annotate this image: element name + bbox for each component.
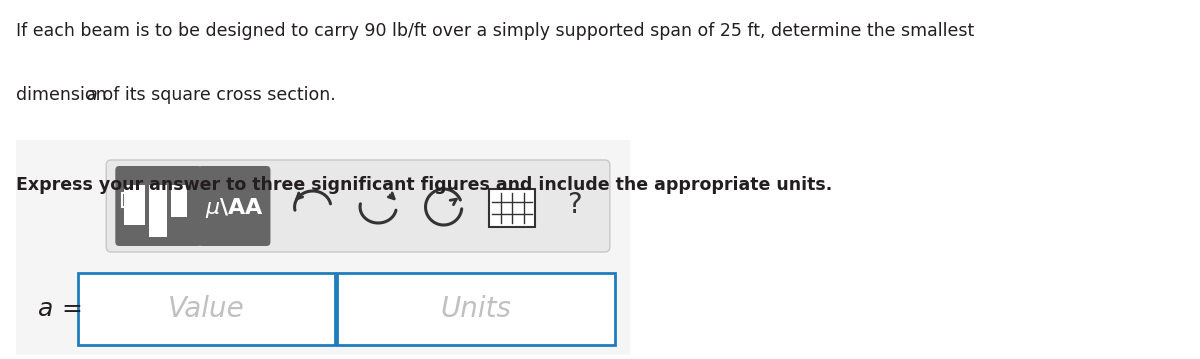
Text: ?: ?	[568, 191, 582, 219]
Bar	[122, 193, 137, 207]
FancyBboxPatch shape	[115, 166, 202, 246]
Bar	[125, 185, 144, 225]
Text: If each beam is to be designed to carry 90 lb/ft over a simply supported span of: If each beam is to be designed to carry …	[16, 22, 974, 39]
Bar	[170, 185, 187, 217]
FancyBboxPatch shape	[13, 138, 632, 357]
Bar	[337, 273, 614, 345]
Text: Value: Value	[168, 295, 245, 323]
Bar	[78, 273, 335, 345]
Text: Express your answer to three significant figures and include the appropriate uni: Express your answer to three significant…	[16, 176, 832, 194]
Text: a: a	[86, 86, 97, 104]
Text: a: a	[37, 297, 53, 321]
FancyBboxPatch shape	[107, 160, 610, 252]
Text: dimension: dimension	[16, 86, 112, 104]
Text: Units: Units	[440, 295, 511, 323]
FancyBboxPatch shape	[198, 166, 270, 246]
Text: of its square cross section.: of its square cross section.	[97, 86, 336, 104]
Text: $\mu$\AA: $\mu$\AA	[205, 196, 264, 220]
Bar	[149, 185, 167, 237]
Text: =: =	[54, 297, 83, 321]
Bar	[488, 189, 535, 227]
